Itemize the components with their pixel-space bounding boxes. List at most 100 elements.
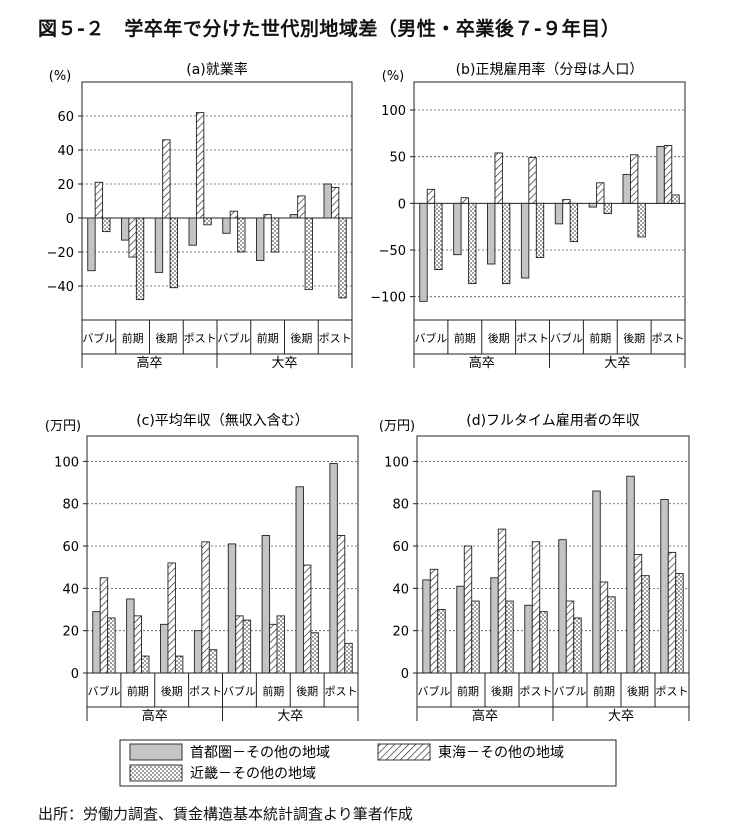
group-label: 大卒: [271, 356, 297, 371]
y-tick-label: 60: [57, 110, 74, 125]
chart-title: (b)正規雇用率（分母は人口）: [456, 61, 644, 78]
y-unit-label: (万円): [379, 419, 415, 434]
legend-swatch-hatch: [377, 743, 431, 761]
category-label: バブル: [87, 684, 120, 698]
chart-a: (a)就業率(%)−40−200204060バブル 前期 後期 ポスト バブル 前期 後期ポ…: [47, 61, 353, 371]
source-note: 出所：労働力調査、賃金構造基本統計調査より筆者作成: [38, 805, 413, 823]
y-tick-label: 20: [392, 625, 409, 640]
bar-hatch: [667, 551, 677, 674]
bar-dots: [569, 202, 579, 243]
bar-dots: [637, 202, 646, 238]
bar-dots: [338, 217, 347, 299]
category-label: ポスト: [520, 685, 553, 698]
bar-gray: [660, 499, 669, 674]
bar-dots: [675, 573, 684, 674]
bar-hatch: [235, 615, 244, 674]
bar-hatch: [167, 562, 176, 674]
legend-label: 近畿－その他の地域: [190, 766, 316, 782]
bar-gray: [188, 217, 197, 246]
bar-dots: [135, 217, 145, 301]
bar-dots: [505, 600, 514, 674]
bar-gray: [295, 486, 304, 674]
category-label: 後期: [491, 684, 513, 698]
bar-dots: [501, 202, 511, 285]
bar-gray: [329, 463, 338, 674]
y-tick-label: 100: [54, 455, 79, 470]
bar-hatch: [663, 145, 673, 204]
bar-gray: [422, 579, 431, 674]
bar-hatch: [426, 188, 436, 204]
bar-gray: [520, 202, 530, 279]
bar-gray: [289, 214, 299, 219]
bar-hatch: [531, 541, 541, 674]
bar-gray: [453, 202, 462, 256]
category-label: 後期: [488, 331, 510, 345]
y-tick-label: 100: [384, 455, 409, 470]
chart-title: (a)就業率: [186, 61, 248, 78]
y-tick-label: 20: [57, 178, 74, 193]
y-tick-label: 80: [392, 498, 409, 513]
bar-hatch: [201, 541, 210, 674]
chart-title: (d)フルタイム雇用者の年収: [466, 412, 640, 429]
bar-dots: [471, 600, 480, 674]
bar-dots: [539, 611, 548, 674]
bar-dots: [203, 217, 212, 226]
category-label: 前期: [122, 331, 144, 345]
bar-dots: [270, 217, 280, 253]
bar-gray: [193, 630, 203, 674]
y-tick-label: 40: [392, 582, 409, 597]
y-unit-label: (万円): [45, 419, 81, 434]
category-label: 前期: [457, 684, 479, 698]
bar-dots: [607, 596, 616, 674]
y-tick-label: 60: [62, 540, 79, 555]
group-label: 高卒: [472, 708, 498, 724]
bar-hatch: [528, 157, 537, 204]
category-label: ポスト: [325, 685, 358, 698]
y-tick-label: −50: [379, 244, 406, 259]
category-label: 前期: [262, 684, 284, 698]
bar-gray: [160, 623, 169, 674]
plot-frame: [413, 81, 686, 321]
y-tick-label: 60: [392, 540, 409, 555]
category-label: 後期: [627, 684, 649, 698]
group-label: 大卒: [277, 709, 303, 724]
bar-hatch: [596, 182, 605, 204]
bar-hatch: [630, 154, 639, 204]
bar-dots: [174, 655, 184, 674]
bar-gray: [92, 611, 101, 674]
y-tick-label: 0: [71, 667, 79, 682]
legend-label: 東海－その他の地域: [438, 745, 564, 761]
y-unit-label: (%): [382, 69, 405, 84]
bar-gray: [592, 490, 601, 674]
bar-hatch: [497, 528, 507, 674]
y-tick-label: 40: [57, 144, 74, 159]
y-tick-label: 0: [398, 197, 406, 212]
bar-dots: [141, 655, 150, 674]
bar-gray: [256, 217, 265, 261]
category-label: 前期: [257, 331, 279, 345]
bar-dots: [434, 202, 443, 271]
y-tick-label: 50: [389, 151, 406, 166]
bar-gray: [222, 217, 231, 234]
bar-gray: [588, 202, 598, 208]
bar-gray: [558, 539, 567, 674]
bar-hatch: [599, 581, 609, 674]
bar-dots: [437, 609, 446, 674]
category-label: 後期: [155, 331, 177, 345]
category-label: バブル: [82, 331, 115, 345]
bar-hatch: [330, 186, 340, 219]
bar-dots: [671, 194, 680, 204]
bar-hatch: [297, 195, 306, 219]
group-label: 高卒: [469, 355, 495, 371]
y-tick-label: −40: [47, 280, 74, 295]
category-label: ポスト: [189, 685, 222, 698]
y-tick-label: 20: [62, 625, 79, 640]
bar-hatch: [463, 545, 473, 674]
bar-hatch: [565, 600, 575, 674]
bar-dots: [641, 575, 650, 674]
bar-dots: [107, 617, 116, 674]
category-label: バブル: [217, 331, 250, 345]
bar-dots: [344, 642, 353, 674]
